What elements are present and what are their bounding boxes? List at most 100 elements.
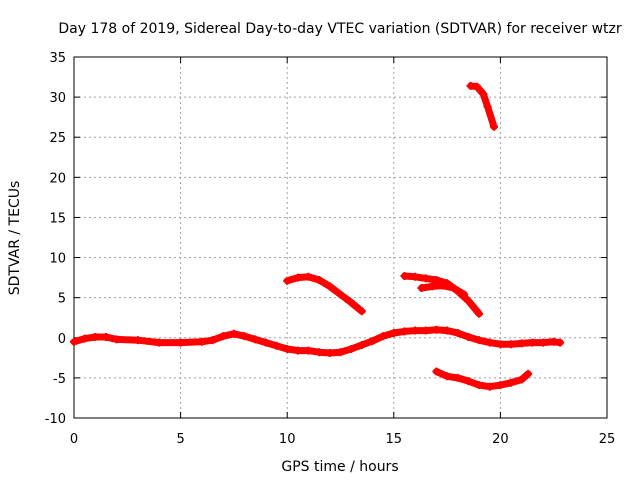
chart-title: Day 178 of 2019, Sidereal Day-to-day VTE… — [58, 21, 622, 37]
grid-lines — [74, 57, 607, 418]
series-arc-evening-upper — [400, 272, 484, 318]
x-tick-label: 20 — [492, 432, 509, 447]
data-point — [417, 284, 426, 293]
data-point — [251, 335, 260, 344]
data-point — [283, 345, 292, 354]
y-tick-label: 35 — [49, 51, 66, 66]
data-point — [507, 378, 516, 387]
data-point — [483, 102, 492, 111]
data-point — [347, 345, 356, 354]
data-point — [411, 326, 420, 335]
x-tick-label: 5 — [176, 432, 184, 447]
data-point — [261, 338, 270, 347]
data-point — [336, 348, 345, 357]
data-point — [176, 338, 185, 347]
data-series — [70, 81, 565, 391]
data-point — [379, 332, 388, 341]
data-point — [315, 276, 324, 285]
data-point — [432, 325, 441, 334]
data-point — [91, 332, 100, 341]
data-point — [428, 282, 437, 291]
data-point — [400, 327, 409, 336]
data-point — [80, 334, 89, 343]
data-point — [70, 337, 78, 346]
data-point — [112, 335, 121, 344]
data-point — [475, 381, 484, 390]
data-point — [368, 336, 377, 345]
data-point — [336, 290, 345, 299]
data-point — [272, 341, 281, 350]
y-tick-label: 30 — [49, 91, 66, 106]
data-point — [101, 332, 110, 341]
data-point — [432, 367, 441, 376]
series-arc-night-high — [466, 81, 499, 131]
data-point — [464, 296, 473, 305]
data-point — [197, 337, 206, 346]
y-axis-label: SDTVAR / TECUs — [7, 181, 23, 296]
data-point — [325, 282, 334, 291]
x-axis-label: GPS time / hours — [281, 459, 398, 475]
y-tick-label: 25 — [49, 131, 66, 146]
data-point — [347, 298, 356, 307]
data-point — [453, 373, 462, 382]
data-point — [389, 328, 398, 337]
y-tick-label: 10 — [49, 252, 66, 267]
data-point — [475, 309, 484, 318]
series-arc-main — [70, 325, 565, 358]
data-point — [293, 346, 302, 355]
data-point — [357, 340, 366, 349]
y-tick-label: -5 — [53, 372, 66, 387]
data-point — [485, 382, 494, 391]
plot-frame — [73, 56, 608, 419]
series-line — [432, 368, 532, 391]
data-point — [219, 332, 228, 341]
y-tick-label: 5 — [58, 292, 66, 307]
y-tick-label: -10 — [45, 412, 66, 427]
data-point — [453, 328, 462, 337]
data-point — [155, 338, 164, 347]
data-point — [411, 272, 420, 281]
data-point — [485, 338, 494, 347]
data-point — [315, 348, 324, 357]
data-point — [240, 332, 249, 341]
data-point — [133, 336, 142, 345]
data-point — [325, 349, 334, 358]
data-point — [304, 346, 313, 355]
x-tick-label: 10 — [279, 432, 296, 447]
data-point — [524, 369, 533, 378]
y-tick-label: 0 — [58, 332, 66, 347]
data-point — [304, 272, 313, 281]
data-point — [475, 336, 484, 345]
x-tick-label: 15 — [386, 432, 403, 447]
data-point — [283, 276, 292, 285]
data-point — [496, 340, 505, 349]
data-point — [438, 281, 447, 290]
x-tick-label: 0 — [70, 432, 78, 447]
x-tick-label: 25 — [599, 432, 616, 447]
data-point — [479, 89, 488, 98]
series-arc-negative — [432, 367, 533, 391]
data-point — [507, 340, 516, 349]
data-point — [443, 372, 452, 381]
data-point — [556, 338, 565, 347]
series-line — [70, 326, 564, 357]
axis-ticks: 0 5 10 15 20 25 -10 -5 0 5 10 15 20 25 30 35 — [45, 51, 616, 447]
data-point — [496, 381, 505, 390]
data-point — [208, 336, 217, 345]
data-point — [357, 307, 366, 316]
data-point — [472, 82, 481, 91]
data-point — [449, 284, 458, 293]
data-point — [421, 274, 430, 283]
data-point — [528, 338, 537, 347]
data-point — [464, 377, 473, 386]
series-arc-evening-lower — [417, 281, 469, 299]
data-point — [400, 272, 409, 281]
series-arc-noon — [283, 272, 366, 316]
data-point — [490, 122, 499, 131]
y-tick-label: 15 — [49, 211, 66, 226]
data-point — [293, 273, 302, 282]
y-tick-label: 20 — [49, 171, 66, 186]
data-point — [517, 339, 526, 348]
data-point — [421, 326, 430, 335]
